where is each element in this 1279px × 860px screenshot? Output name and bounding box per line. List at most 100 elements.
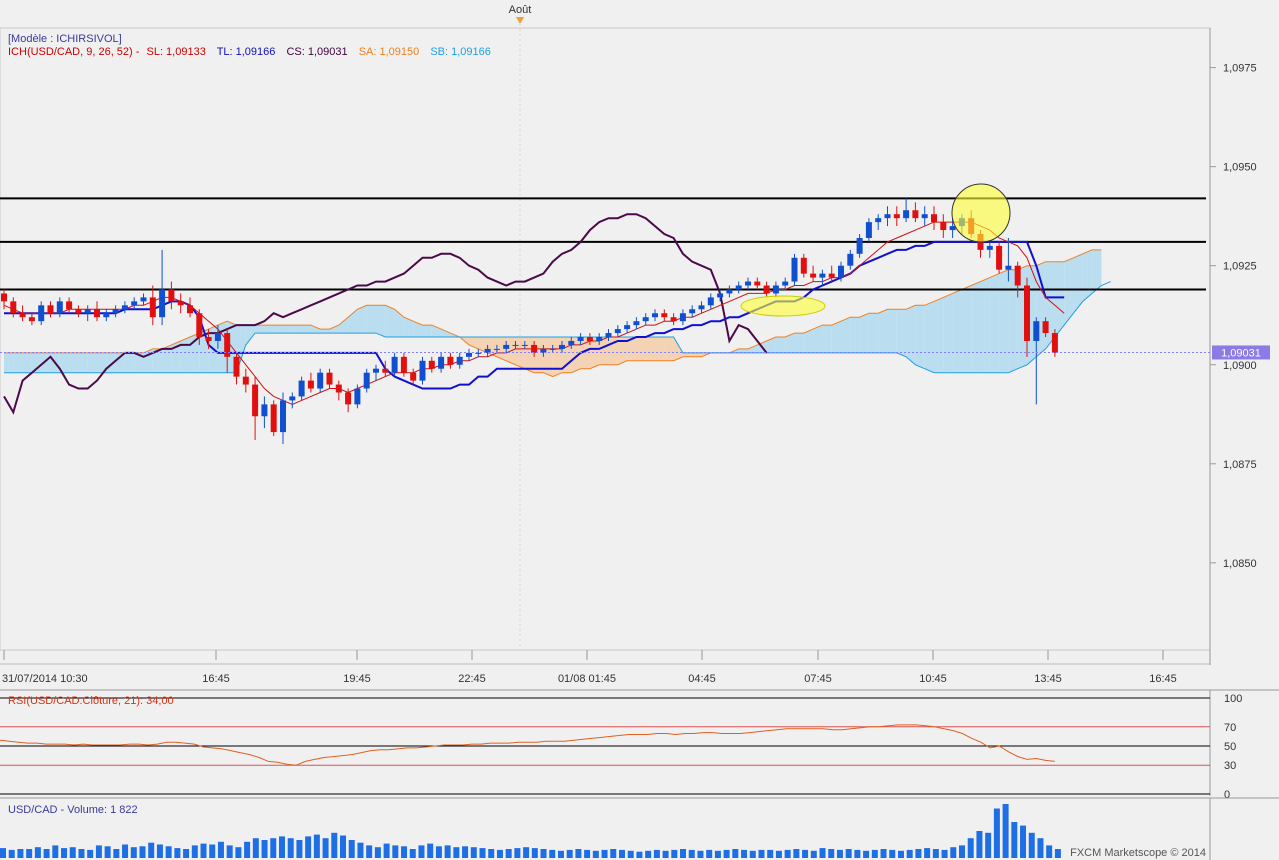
cloud-segment [571, 337, 581, 373]
volume-bar [802, 849, 809, 858]
candle-body [577, 337, 584, 341]
candle-body [540, 348, 547, 353]
time-axis[interactable]: 31/07/2014 10:30 16:45 19:45 22:45 01/08 01:… [2, 650, 1177, 685]
volume-bar [976, 831, 983, 858]
sb-value: SB: 1,09166 [430, 46, 491, 58]
volume-bar [296, 840, 303, 858]
cloud-segment [385, 305, 395, 338]
volume-bar [671, 849, 678, 858]
candle-body [354, 388, 361, 405]
volume-bar [932, 849, 939, 858]
tl-value: TL: 1,09166 [217, 46, 276, 58]
cloud-segment [682, 352, 693, 357]
candle-body [410, 372, 417, 381]
cloud-segment [1064, 257, 1074, 326]
volume-bar [148, 842, 155, 858]
month-marker-arrow-icon [516, 17, 524, 24]
volume-bar [688, 849, 695, 858]
volume-bar [43, 849, 50, 858]
candle-body [763, 285, 770, 294]
volume-bar [331, 832, 338, 858]
volume-bar [775, 850, 782, 858]
cloud-segment [655, 337, 665, 361]
volume-panel[interactable]: USD/CAD - Volume: 1 822 FXCM Marketscope… [0, 797, 1279, 860]
cloud-segment [831, 321, 841, 353]
candle-body [596, 337, 603, 341]
cloud-segment [301, 325, 311, 334]
rsi-panel[interactable]: 100 70 50 30 0 RSI(USD/CAD.Clôture, 21): 34,… [0, 689, 1279, 801]
volume-bar [1046, 845, 1053, 858]
volume-bar [1037, 838, 1044, 858]
candle-body [614, 329, 621, 334]
volume-bar [191, 845, 198, 858]
volume-bar [401, 846, 408, 858]
candle-body [800, 257, 807, 274]
candle-body [605, 333, 612, 338]
candle-body [140, 297, 147, 302]
candle-body [84, 309, 91, 314]
cloud-segment [162, 344, 172, 373]
volume-bar [645, 850, 652, 858]
volume-bar [17, 849, 24, 858]
cloud-segment [859, 313, 869, 353]
candle-body [447, 356, 454, 365]
candle-body [112, 309, 119, 314]
candle-body [707, 297, 714, 306]
candle-body [400, 356, 407, 373]
cs-value: CS: 1,09031 [286, 46, 347, 58]
volume-bar [392, 845, 399, 858]
cloud-segment [627, 337, 637, 361]
candle-body [512, 344, 519, 346]
time-tick-label: 04:45 [688, 673, 716, 685]
candle-body [1024, 285, 1030, 341]
candle-body [56, 301, 63, 314]
cloud-segment [338, 317, 349, 334]
volume-bar [906, 849, 913, 858]
volume-bar [1054, 849, 1061, 858]
volume-bar [340, 835, 347, 858]
volume-bar [366, 845, 373, 858]
candle-body [568, 340, 575, 345]
cloud-segment [283, 325, 293, 334]
candle-body [66, 301, 73, 310]
cloud-segment [22, 352, 32, 373]
rsi-tick-label: 30 [1224, 760, 1236, 772]
volume-bar [871, 849, 878, 858]
cloud-segment [645, 337, 655, 361]
candle-body [912, 210, 919, 219]
candle-body [521, 344, 528, 346]
cloud-segment [1092, 249, 1102, 294]
volume-bar [741, 849, 748, 858]
cloud-segment [822, 325, 832, 353]
volume-bar [0, 848, 6, 858]
volume-bar [810, 850, 817, 858]
candle-body [466, 352, 472, 357]
price-tick-label: 1,0875 [1223, 459, 1257, 471]
cloud-segment [617, 337, 628, 365]
volume-bar [8, 849, 15, 858]
volume-bar [26, 849, 33, 858]
price-axis[interactable]: 1,0975 1,0950 1,0925 1,0900 1,0875 1,0850 [1209, 28, 1257, 665]
volume-bar [78, 849, 85, 858]
cloud-segment [748, 344, 758, 353]
volume-bar [348, 840, 355, 858]
volume-bar [584, 849, 591, 858]
cloud-segment [245, 325, 256, 345]
volume-bar [69, 847, 76, 858]
candle-body [1033, 321, 1040, 341]
senkou-span-a-line [4, 249, 1102, 378]
volume-bars [0, 804, 1061, 858]
cloud-segment [664, 337, 674, 361]
cloud-segment [775, 337, 786, 353]
candle-body [1005, 265, 1012, 270]
candle-body [317, 372, 324, 389]
volume-bar [767, 849, 774, 858]
cloud-segment [357, 305, 367, 334]
candle-body [679, 313, 686, 322]
candle-body [233, 356, 240, 377]
volume-bar [165, 846, 172, 858]
candle-body [689, 309, 696, 314]
time-tick-label: 13:45 [1034, 673, 1062, 685]
candle-body [828, 273, 835, 278]
cloud-segment [97, 352, 107, 373]
